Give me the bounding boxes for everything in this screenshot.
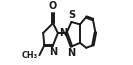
Text: CH₃: CH₃ <box>22 51 38 60</box>
Text: S: S <box>68 10 75 20</box>
Text: N: N <box>59 28 67 38</box>
Text: N: N <box>49 47 57 57</box>
Text: N: N <box>67 48 75 58</box>
Text: O: O <box>49 1 57 12</box>
